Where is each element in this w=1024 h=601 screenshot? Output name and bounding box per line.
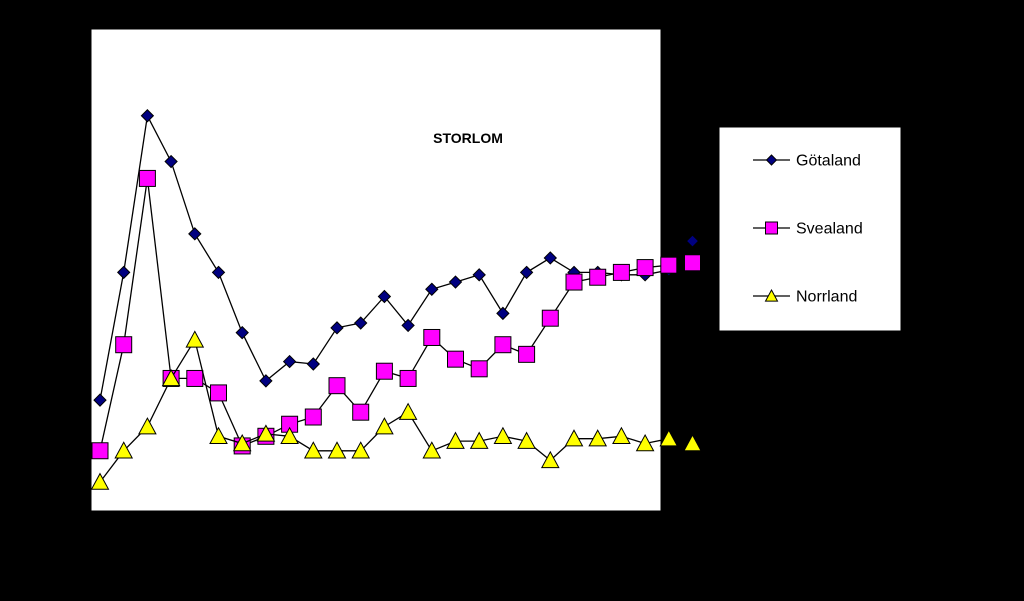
- data-point-gtaland: [685, 234, 700, 248]
- data-point-svealand: [565, 273, 583, 291]
- data-point-gtaland: [188, 227, 202, 241]
- data-point-svealand: [328, 377, 346, 395]
- legend-label-gtaland: Götaland: [796, 153, 861, 170]
- data-point-svealand: [91, 442, 109, 460]
- data-point-norrland: [683, 433, 702, 452]
- data-point-norrland: [375, 417, 394, 435]
- data-point-norrland: [564, 429, 584, 447]
- data-point-gtaland: [235, 325, 249, 340]
- legend-marker-svealand: [765, 221, 778, 235]
- data-point-gtaland: [401, 318, 415, 333]
- data-point-norrland: [612, 426, 631, 445]
- data-point-gtaland: [211, 265, 226, 280]
- data-point-gtaland: [425, 282, 439, 296]
- data-point-gtaland: [448, 275, 463, 289]
- data-point-gtaland: [519, 265, 534, 280]
- data-point-gtaland: [164, 154, 178, 169]
- data-point-svealand: [589, 268, 607, 286]
- data-point-gtaland: [259, 374, 273, 388]
- data-point-svealand: [470, 360, 488, 378]
- data-point-gtaland: [543, 251, 558, 265]
- data-point-gtaland: [93, 393, 107, 407]
- data-point-norrland: [588, 429, 608, 447]
- data-point-gtaland: [282, 354, 297, 369]
- data-point-svealand: [115, 336, 133, 354]
- data-point-svealand: [186, 369, 204, 387]
- data-point-gtaland: [496, 306, 510, 321]
- data-point-gtaland: [116, 265, 131, 280]
- data-point-gtaland: [377, 289, 392, 304]
- data-point-norrland: [209, 426, 228, 445]
- legend-marker-gtaland: [765, 154, 778, 166]
- data-point-svealand: [660, 256, 678, 274]
- legend-item-svealand: Svealand: [753, 221, 863, 238]
- data-point-norrland: [422, 441, 442, 459]
- data-point-norrland: [540, 450, 560, 469]
- data-point-svealand: [612, 263, 630, 281]
- data-point-norrland: [469, 431, 489, 449]
- series-svealand: [91, 169, 701, 460]
- legend-item-gtaland: Götaland: [753, 153, 861, 170]
- series-layer: [90, 109, 702, 490]
- data-point-norrland: [185, 330, 205, 348]
- data-point-gtaland: [140, 109, 155, 123]
- data-point-gtaland: [472, 268, 486, 282]
- data-point-svealand: [352, 403, 370, 421]
- data-point-norrland: [138, 417, 157, 435]
- series-norrland: [90, 330, 702, 490]
- data-point-norrland: [351, 441, 371, 459]
- data-point-norrland: [90, 472, 110, 490]
- data-point-svealand: [447, 350, 464, 368]
- data-point-svealand: [541, 309, 559, 327]
- legend-label-norrland: Norrland: [796, 289, 857, 306]
- data-point-svealand: [375, 362, 393, 380]
- legend-label-svealand: Svealand: [796, 221, 863, 238]
- plot-area: [90, 28, 662, 512]
- data-point-norrland: [280, 426, 299, 445]
- legend: Götaland Svealand Norrland: [753, 153, 863, 306]
- data-point-svealand: [399, 369, 417, 387]
- data-point-gtaland: [353, 316, 368, 330]
- legend-marker-norrland: [764, 288, 779, 302]
- data-point-svealand: [304, 408, 322, 426]
- data-point-norrland: [446, 431, 465, 449]
- data-point-norrland: [232, 433, 252, 452]
- data-point-norrland: [114, 441, 134, 459]
- data-point-norrland: [303, 441, 323, 459]
- chart-title: STORLOM: [433, 130, 503, 146]
- data-point-norrland: [256, 424, 276, 442]
- data-point-svealand: [423, 328, 441, 346]
- data-point-gtaland: [306, 357, 321, 371]
- legend-box: [718, 126, 902, 332]
- data-point-norrland: [635, 433, 655, 452]
- data-point-svealand: [494, 336, 512, 354]
- data-point-norrland: [493, 426, 513, 445]
- data-point-norrland: [161, 368, 181, 387]
- data-point-svealand: [138, 169, 156, 187]
- data-point-svealand: [210, 384, 227, 402]
- legend-item-norrland: Norrland: [753, 289, 857, 306]
- data-point-gtaland: [330, 321, 344, 335]
- data-point-norrland: [517, 431, 536, 449]
- data-point-norrland: [659, 429, 679, 447]
- data-point-norrland: [327, 441, 347, 459]
- data-point-norrland: [398, 402, 418, 420]
- data-point-svealand: [636, 259, 654, 277]
- data-point-svealand: [518, 345, 536, 363]
- data-point-svealand: [684, 254, 701, 272]
